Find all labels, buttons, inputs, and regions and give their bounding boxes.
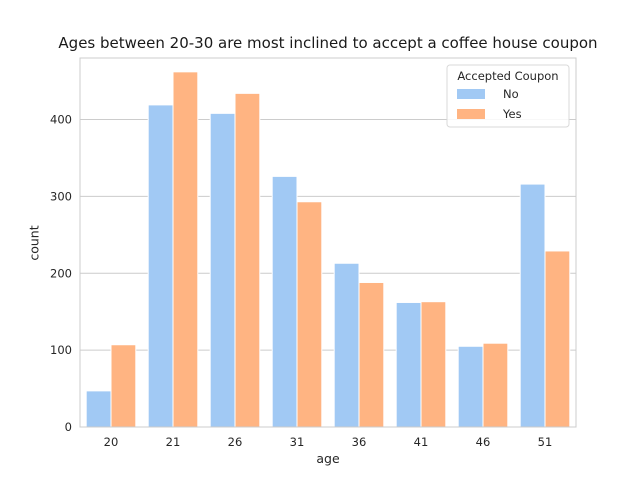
legend-swatch-no <box>457 89 485 99</box>
x-tick-label: 26 <box>228 435 243 449</box>
y-tick-label: 0 <box>65 420 72 434</box>
bar-yes-41 <box>420 301 447 428</box>
bar-yes-36 <box>358 281 385 428</box>
bar-yes-26 <box>234 92 261 428</box>
chart-title: Ages between 20-30 are most inclined to … <box>58 34 598 52</box>
bar-yes-46 <box>482 342 509 428</box>
x-tick-label: 41 <box>414 435 429 449</box>
bar-no-46 <box>457 345 484 428</box>
x-axis-label: age <box>316 451 340 466</box>
legend-label-no: No <box>503 87 519 101</box>
legend-title: Accepted Coupon <box>457 69 558 83</box>
x-tick-label: 46 <box>476 435 491 449</box>
bar-yes-20 <box>110 344 137 428</box>
bar-no-41 <box>395 301 422 428</box>
y-axis-label: count <box>26 225 42 261</box>
x-tick-label: 51 <box>538 435 553 449</box>
x-tick-label: 36 <box>352 435 367 449</box>
bar-no-26 <box>209 112 236 428</box>
bar-yes-31 <box>296 201 323 428</box>
bar-no-20 <box>85 390 112 428</box>
x-tick-label: 21 <box>166 435 181 449</box>
bar-no-51 <box>519 183 546 428</box>
bar-no-31 <box>271 175 298 428</box>
y-tick-label: 300 <box>50 189 72 203</box>
legend-label-yes: Yes <box>502 107 522 121</box>
bar-no-36 <box>333 262 360 428</box>
x-tick-label: 20 <box>104 435 119 449</box>
bar-no-21 <box>147 104 174 428</box>
y-tick-label: 400 <box>50 113 72 127</box>
y-tick-label: 200 <box>50 266 72 280</box>
bar-yes-51 <box>544 250 571 428</box>
y-tick-label: 100 <box>50 343 72 357</box>
plot-frame <box>79 57 577 428</box>
bar-yes-21 <box>172 71 199 428</box>
legend-swatch-yes <box>457 109 485 119</box>
x-tick-label: 31 <box>290 435 305 449</box>
